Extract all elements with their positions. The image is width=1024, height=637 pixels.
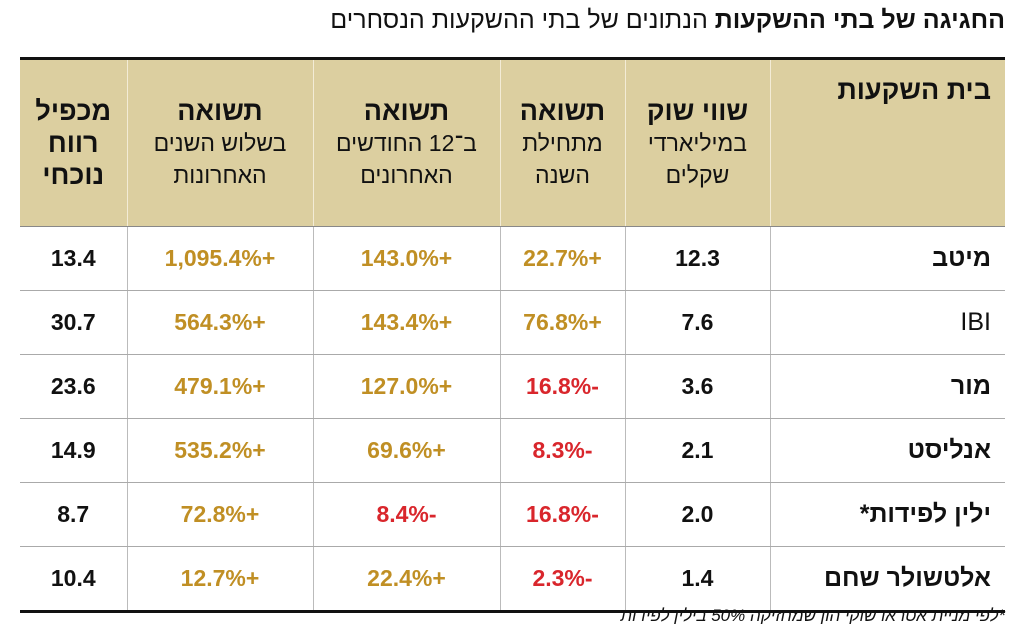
column-subtitle: שקלים xyxy=(665,162,730,188)
table-cell: +564.3% xyxy=(126,290,313,355)
table-cell: +22.4% xyxy=(312,546,500,612)
table-cell: 2.0 xyxy=(624,482,770,547)
table-cell: +72.8% xyxy=(126,482,313,547)
table-cell: +535.2% xyxy=(126,418,313,483)
row-label: אלטשולר שחם xyxy=(769,546,1005,612)
table-cell: +127.0% xyxy=(312,354,500,419)
table-cell: 8.7 xyxy=(20,482,127,547)
column-subtitle: ב־12 החודשים xyxy=(336,130,477,156)
column-header: מכפיל רווח נוכחי xyxy=(20,58,127,227)
table-row: אלטשולר שחם 1.4 -2.3% +22.4% +12.7% 10.4 xyxy=(20,546,1005,612)
column-header: תשואה בשלוש השנים האחרונות xyxy=(126,58,313,227)
title: החגיגה של בתי ההשקעות xyxy=(714,6,1005,34)
column-subtitle: מתחילת xyxy=(522,130,603,156)
table-cell: 13.4 xyxy=(20,226,127,291)
row-label: אנליסט xyxy=(769,418,1005,483)
table-row: מיטב 12.3 +22.7% +143.0% +1,095.4% 13.4 xyxy=(20,226,1005,291)
column-subtitle: השנה xyxy=(535,162,590,188)
table-cell: -8.3% xyxy=(499,418,625,483)
table-row: אנליסט 2.1 -8.3% +69.6% +535.2% 14.9 xyxy=(20,418,1005,483)
table-row: מור 3.6 -16.8% +127.0% +479.1% 23.6 xyxy=(20,354,1005,419)
table-cell: 30.7 xyxy=(20,290,127,355)
table-cell: 7.6 xyxy=(624,290,770,355)
footnote: *לפי מניית אטראו שוקי הון שמחזיקה 50% בי… xyxy=(620,606,1005,625)
column-subtitle: האחרונות xyxy=(173,162,267,188)
table-cell: +143.4% xyxy=(312,290,500,355)
column-title: בית השקעות xyxy=(837,75,991,105)
column-subtitle: בשלוש השנים xyxy=(153,130,287,156)
table-cell: 1.4 xyxy=(624,546,770,612)
table-cell: 23.6 xyxy=(20,354,127,419)
table-cell: 12.3 xyxy=(624,226,770,291)
column-header: תשואה ב־12 החודשים האחרונים xyxy=(312,58,500,227)
table-cell: 14.9 xyxy=(20,418,127,483)
column-header: שווי שוק במיליארדי שקלים xyxy=(624,58,770,227)
table-body: מיטב 12.3 +22.7% +143.0% +1,095.4% 13.4 IBI 7.6… xyxy=(20,226,1005,612)
column-header: תשואה מתחילת השנה xyxy=(499,58,625,227)
title-bar: החגיגה של בתי ההשקעות הנתונים של בתי ההש… xyxy=(330,6,1005,35)
table-cell: +76.8% xyxy=(499,290,625,355)
table-cell: -8.4% xyxy=(312,482,500,547)
row-label: מיטב xyxy=(769,226,1005,291)
table-cell: 10.4 xyxy=(50,565,96,591)
column-subtitle: במיליארדי xyxy=(647,130,748,156)
table-cell: +1,095.4% xyxy=(126,226,313,291)
row-label: מור xyxy=(769,354,1005,419)
column-title: תשואה xyxy=(177,96,263,126)
column-title: תשואה xyxy=(519,96,606,126)
table-row: IBI 7.6 +76.8% +143.4% +564.3% 30.7 xyxy=(20,290,1005,355)
column-subtitle: נוכחי xyxy=(42,160,105,190)
column-title: מכפיל xyxy=(35,96,112,126)
table-cell: +12.7% xyxy=(126,546,313,612)
table-cell: -2.3% xyxy=(499,546,625,612)
table-cell: +69.6% xyxy=(312,418,500,483)
row-label: IBI xyxy=(769,290,1005,355)
column-subtitle: האחרונים xyxy=(360,162,453,188)
column-title: שווי שוק xyxy=(646,96,749,126)
table-cell: 2.1 xyxy=(624,418,770,483)
column-header: בית השקעות xyxy=(769,58,1005,227)
table-cell: 3.6 xyxy=(624,354,770,419)
table-cell: +479.1% xyxy=(126,354,313,419)
table-cell: +143.0% xyxy=(312,226,500,291)
column-title: תשואה xyxy=(363,96,450,126)
header-row: בית השקעות שווי שוק במיליארדי שקלים תשואה מתח… xyxy=(20,58,1005,227)
column-subtitle: רווח xyxy=(47,128,99,158)
table-cell: -16.8% xyxy=(499,354,625,419)
table-cell: +22.7% xyxy=(499,226,625,291)
table: בית השקעות שווי שוק במיליארדי שקלים תשואה מתח… xyxy=(20,57,1005,613)
table-row: ילין לפידות* 2.0 -16.8% -8.4% +72.8% 8.7 xyxy=(20,482,1005,547)
row-label: ילין לפידות* xyxy=(769,482,1005,547)
table-cell: -16.8% xyxy=(499,482,625,547)
subtitle: הנתונים של בתי ההשקעות הנסחרים xyxy=(330,6,708,34)
